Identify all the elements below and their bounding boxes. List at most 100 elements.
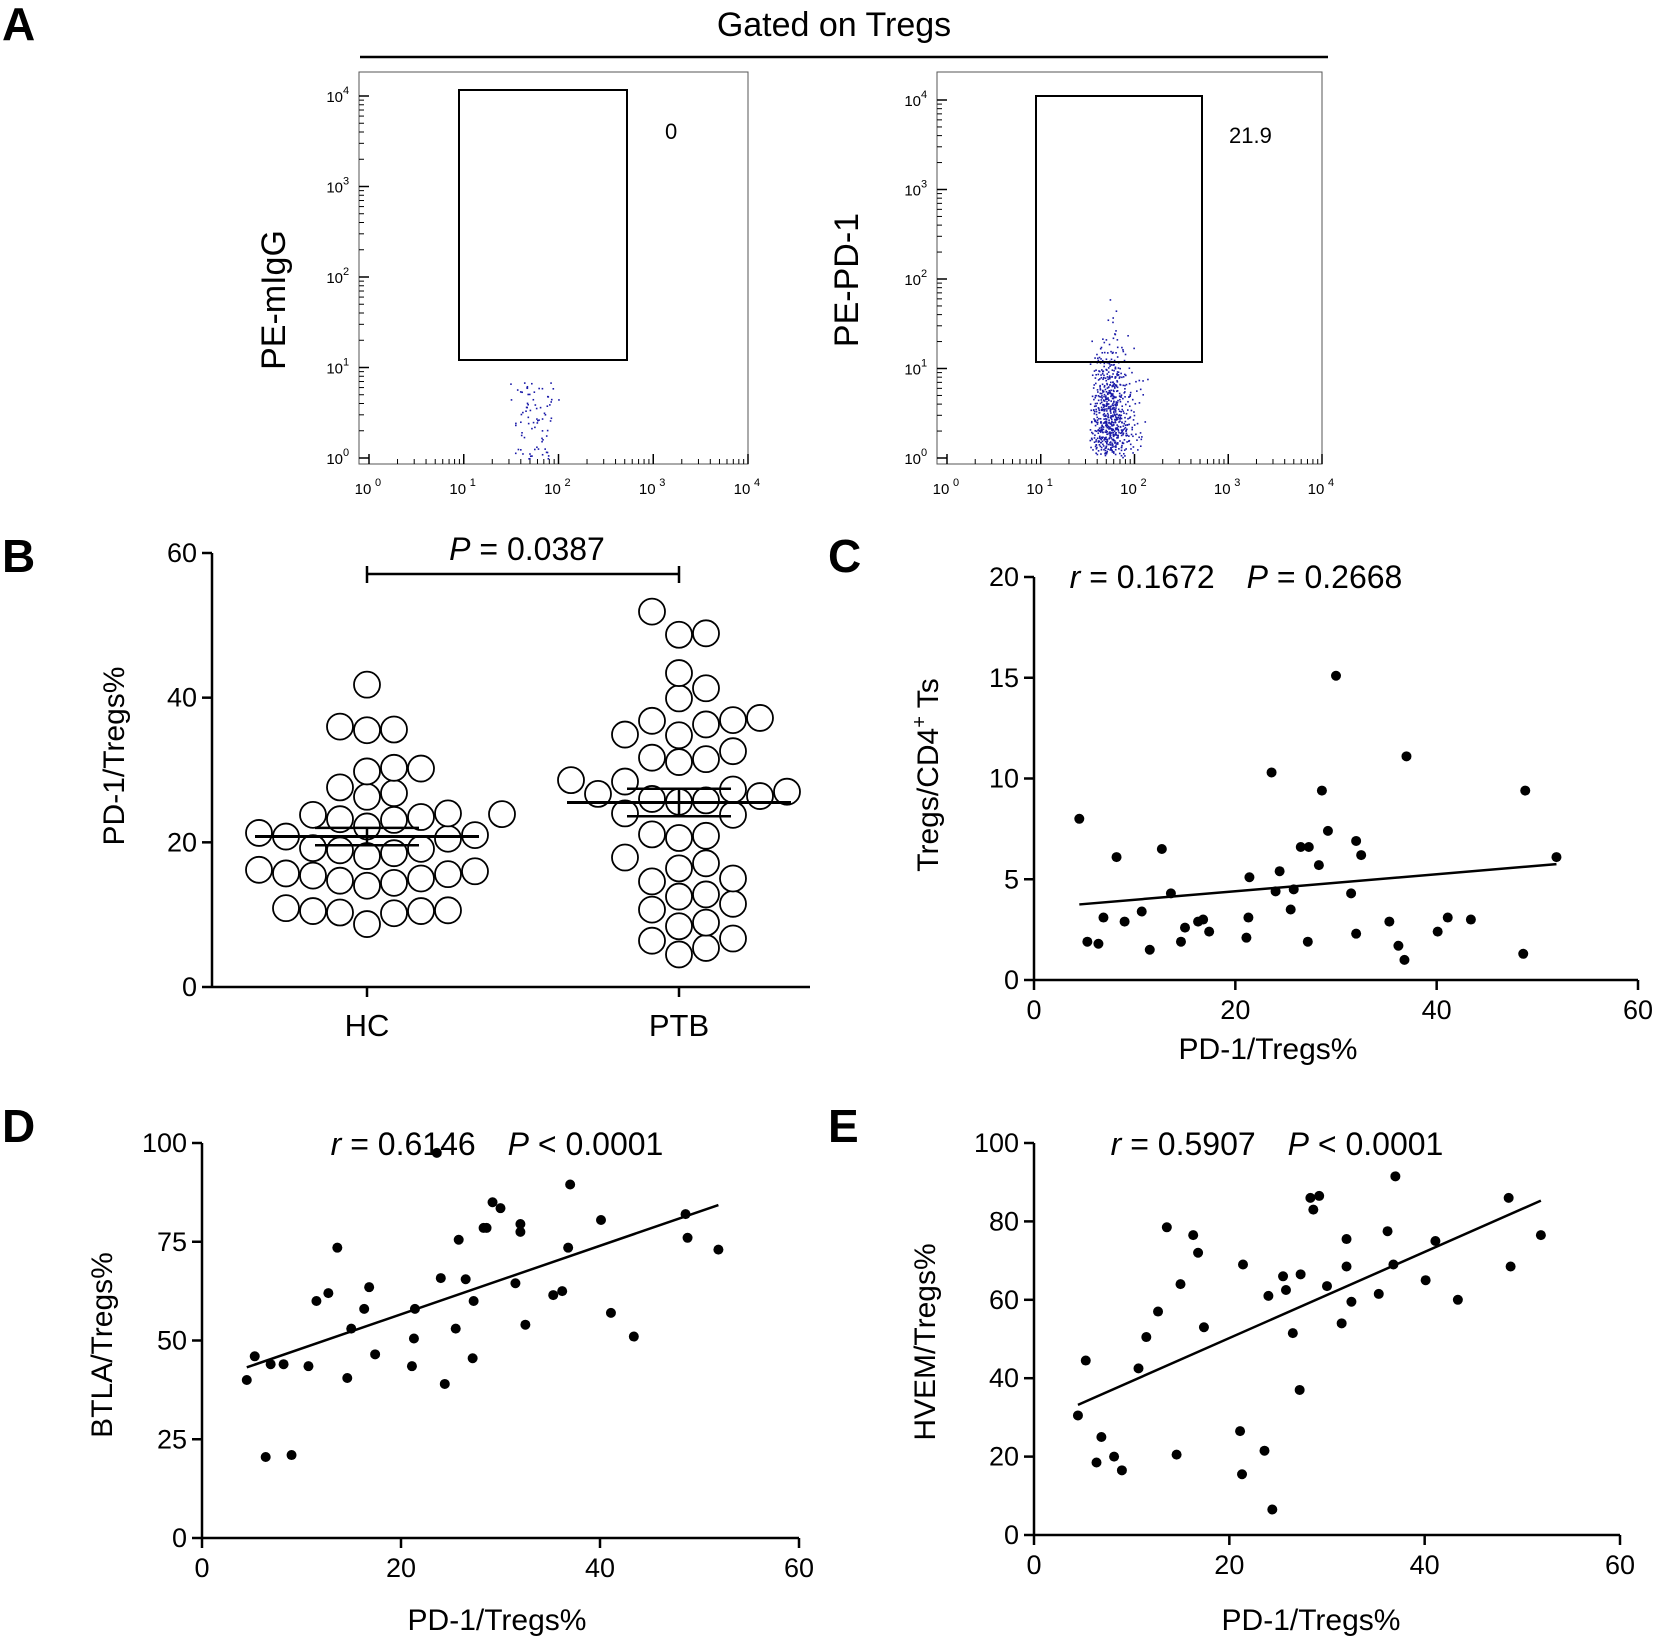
event-dot [1110,447,1112,449]
event-dot [1110,350,1112,353]
event-dot [532,421,535,424]
event-dot [1105,418,1108,421]
x-tick-label: 10 [933,481,950,498]
event-dot [1094,382,1097,385]
data-point-ptb [746,782,774,810]
event-dot [1115,445,1117,447]
data-point [468,1296,479,1306]
event-dot [1104,422,1106,424]
event-dot [1105,358,1108,361]
event-dot [1089,429,1092,431]
event-dot [1109,433,1111,435]
event-dot [527,403,529,406]
event-dot [526,402,529,405]
event-dot [1096,421,1098,424]
event-dot [1123,392,1126,394]
event-dot [1126,409,1129,411]
data-point [1308,1204,1319,1215]
event-dot [1117,429,1120,432]
data-point-ptb [638,597,666,626]
event-dot [522,411,524,414]
event-dot [1100,401,1103,404]
y-tick-label: 100 [142,1128,187,1158]
data-point-hc [326,712,354,741]
data-point [241,1375,252,1385]
event-dot [1112,384,1115,386]
event-dot [1144,421,1147,423]
y-tick-label: 10 [904,362,921,379]
event-dot [1103,384,1106,387]
event-dot [1103,418,1105,420]
event-dot [1101,359,1104,362]
data-point [342,1373,353,1384]
event-dot [1121,346,1123,349]
data-point [1331,670,1341,681]
flow-plot-igg-gate-value: 0 [665,119,677,144]
event-dot [1091,420,1093,423]
event-dot [1115,352,1117,354]
event-dot [1116,427,1118,429]
event-dot [1127,400,1129,403]
event-dot [541,437,543,440]
event-dot [1103,341,1106,344]
event-dot [543,412,546,415]
event-dot [1111,451,1114,453]
event-dot [1103,362,1106,365]
event-dot [1122,384,1125,387]
x-tick-label: 20 [1214,1550,1244,1580]
event-dot [1113,369,1115,372]
event-dot [1120,429,1123,431]
event-dot [1099,417,1102,420]
event-dot [1116,401,1119,404]
event-dot [1120,449,1123,452]
event-dot [1127,417,1129,420]
x-tick-exponent: 1 [470,477,476,489]
data-point [1285,904,1296,915]
event-dot [1105,431,1108,434]
data-point-ptb [719,737,747,766]
event-dot [1093,384,1096,386]
event-dot [1107,393,1109,396]
panel-a-header: Gated on Tregs [717,6,951,44]
event-dot [1105,395,1107,397]
panel-c-points [1074,670,1562,965]
event-dot [1116,346,1119,349]
event-dot [1103,386,1106,388]
event-dot [1109,408,1112,411]
event-dot [1113,385,1115,387]
event-dot [1122,456,1124,459]
event-dot [1103,439,1105,441]
event-dot [1107,443,1110,446]
event-dot [1131,426,1134,429]
flow-plot-igg-ylabel: PE-mIgG [255,230,293,370]
event-dot [1122,397,1124,400]
data-point [260,1452,271,1463]
event-dot [1131,371,1133,374]
event-dot [1116,443,1119,445]
data-point [565,1179,576,1190]
data-point [1238,1259,1249,1270]
data-point-ptb [665,912,693,941]
event-dot [1128,439,1131,442]
event-dot [1100,438,1103,441]
x-tick-label: 60 [1623,995,1653,1025]
event-dot [541,430,544,432]
event-dot [1091,340,1093,343]
event-dot [537,448,540,450]
data-point [1267,1504,1278,1515]
data-point [495,1203,506,1214]
data-point-ptb [692,745,720,774]
event-dot [1116,428,1119,430]
event-dot [1106,408,1108,410]
data-point [605,1307,616,1318]
event-dot [1100,358,1102,360]
x-tick-label: 10 [355,481,372,498]
event-dot [1101,397,1104,399]
data-point-ptb [692,934,720,962]
event-dot [1119,384,1122,386]
event-dot [1109,422,1112,425]
event-dot [1107,406,1110,408]
event-dot [1112,364,1114,366]
event-dot [1124,384,1126,387]
data-point-ptb [638,706,666,735]
